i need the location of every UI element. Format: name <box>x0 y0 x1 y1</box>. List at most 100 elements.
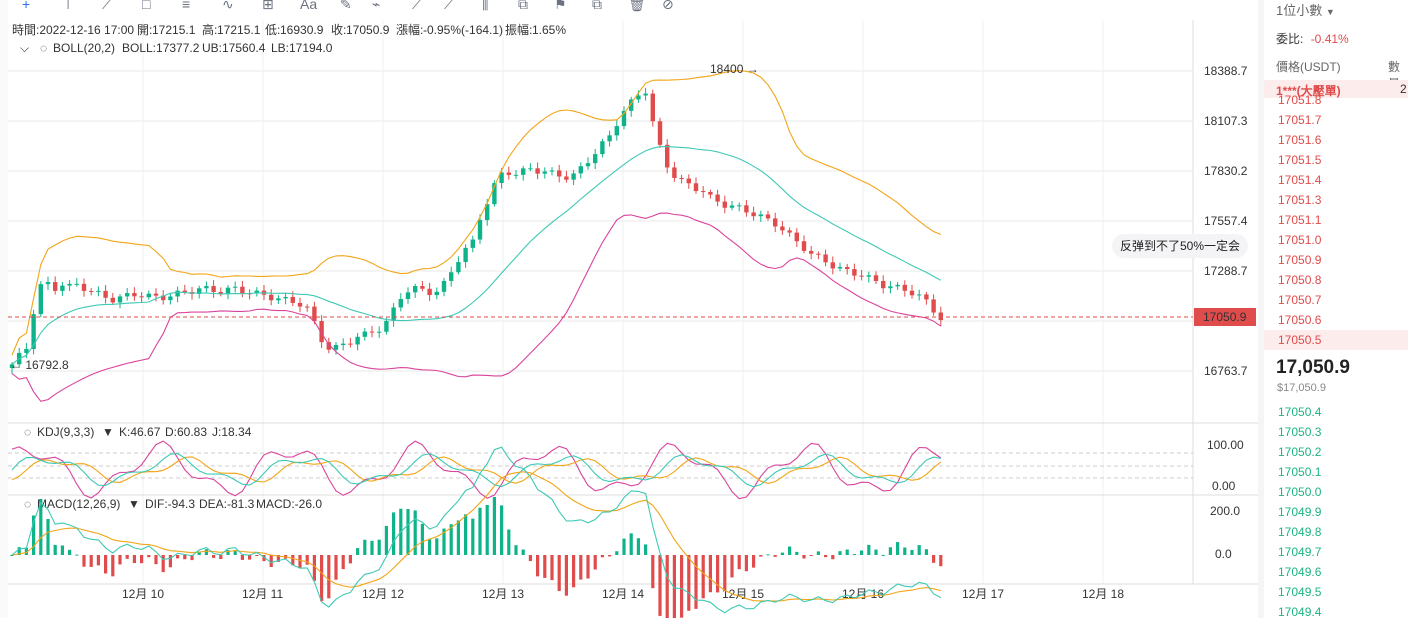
candle-body <box>895 284 900 287</box>
macd-bar <box>312 555 316 581</box>
magnet-icon[interactable]: ⊘ <box>662 0 674 12</box>
ask-price[interactable]: 17051.4 <box>1278 173 1322 187</box>
price-tick: 18107.3 <box>1204 114 1248 128</box>
trash-icon[interactable]: 🗑 <box>628 0 646 12</box>
path-icon[interactable]: ⟋ <box>444 0 454 12</box>
brush-icon[interactable]: ✎ <box>340 0 352 12</box>
macd-bar <box>723 555 727 591</box>
bid-price[interactable]: 17050.3 <box>1278 425 1322 439</box>
candle-body <box>816 253 821 255</box>
candle-body <box>132 293 137 297</box>
macd-bar <box>917 545 921 555</box>
ask-price[interactable]: 17051.6 <box>1278 133 1322 147</box>
ask-price[interactable]: 17050.7 <box>1278 293 1322 307</box>
macd-value: MACD:-26.0 <box>256 497 322 511</box>
macd-bar <box>60 545 64 555</box>
macd-bar <box>320 555 324 602</box>
macd-bar <box>608 555 612 557</box>
bars-icon[interactable]: ⫼ <box>482 0 489 12</box>
macd-bar <box>334 555 338 580</box>
ratio-value: -0.41% <box>1310 32 1349 46</box>
crosshair-icon[interactable]: + <box>22 0 31 12</box>
ask-price[interactable]: 17051.5 <box>1278 153 1322 167</box>
macd-bar <box>140 555 144 564</box>
candle-body <box>672 167 677 178</box>
horizontal-line-icon[interactable]: ⊤ <box>62 0 75 12</box>
macd-bar <box>298 555 302 568</box>
ask-price[interactable]: 17050.9 <box>1278 253 1322 267</box>
bid-price[interactable]: 17050.1 <box>1278 465 1322 479</box>
macd-bar <box>622 538 626 555</box>
bid-price[interactable]: 17049.5 <box>1278 585 1322 599</box>
frame-icon[interactable]: ⧉ <box>518 0 528 12</box>
kdj-d-line <box>11 456 942 484</box>
time-tick: 12月 13 <box>482 587 524 601</box>
bid-price[interactable]: 17049.4 <box>1278 605 1322 618</box>
macd-bar <box>672 555 676 618</box>
macd-bar <box>53 544 57 555</box>
low-value: 16930.9 <box>280 23 324 37</box>
wave-icon[interactable]: ∿ <box>222 0 234 12</box>
candle-body <box>463 247 468 263</box>
kline-chart[interactable]: 時間:2022-12-16 17:00 開: 17215.1 高: 17215.1 低: 1… <box>0 0 1258 618</box>
annotation-tooltip: 反弹到不了50%一定会 <box>1112 234 1249 258</box>
candle-body <box>715 194 720 202</box>
candle-body <box>117 296 123 303</box>
candle-body <box>60 285 65 291</box>
fib-icon[interactable]: ⌁ <box>372 0 381 12</box>
candle-body <box>369 331 375 333</box>
boll-lower-line <box>11 212 942 402</box>
candle-body <box>499 172 504 184</box>
change-value: -0.95%(-164.1) <box>423 23 503 37</box>
parallel-lines-icon[interactable]: ≡ <box>182 0 191 12</box>
layers-icon[interactable]: ⧉ <box>592 0 602 12</box>
macd-bar <box>291 555 295 566</box>
ask-price[interactable]: 17051.3 <box>1278 193 1322 207</box>
bid-price[interactable]: 17050.4 <box>1278 405 1322 419</box>
macd-bar <box>464 514 468 555</box>
macd-bar <box>939 555 943 567</box>
candle-body <box>326 342 331 350</box>
bid-price[interactable]: 17049.7 <box>1278 545 1322 559</box>
flag-icon[interactable]: ⚑ <box>554 0 567 12</box>
macd-bar <box>788 546 792 555</box>
candle-body <box>24 348 29 353</box>
precision-select[interactable]: 1位小數 ▼ <box>1276 0 1335 19</box>
candle-body <box>89 290 94 292</box>
macd-bar <box>600 555 604 558</box>
macd-bar <box>687 555 691 611</box>
macd-bar <box>910 549 914 555</box>
candle-body <box>53 282 58 291</box>
ask-price[interactable]: 17051.7 <box>1278 113 1322 127</box>
macd-bar <box>276 555 280 562</box>
rectangle-icon[interactable]: □ <box>142 0 151 12</box>
bid-price[interactable]: 17049.6 <box>1278 565 1322 579</box>
candle-body <box>341 343 346 346</box>
bid-price[interactable]: 17050.0 <box>1278 485 1322 499</box>
macd-name: MACD(12,26,9) <box>37 497 120 511</box>
ask-price[interactable]: 17050.6 <box>1278 313 1322 327</box>
chevron-down-icon: ▼ <box>1325 7 1335 17</box>
panel-divider[interactable] <box>1258 0 1264 618</box>
text-icon[interactable]: Aa <box>300 0 318 12</box>
ruler-icon[interactable]: ⟋ <box>412 0 422 12</box>
macd-bar <box>24 547 28 555</box>
bid-price[interactable]: 17049.9 <box>1278 505 1322 519</box>
ask-price[interactable]: 17051.0 <box>1278 233 1322 247</box>
collapse-icon: ⌵ <box>20 41 29 55</box>
ask-price[interactable]: 17051.1 <box>1278 213 1322 227</box>
ask-price[interactable]: 17050.5 <box>1264 330 1408 350</box>
macd-bar <box>183 555 187 560</box>
bid-price[interactable]: 17050.2 <box>1278 445 1322 459</box>
measure-icon[interactable]: ⊞ <box>262 0 274 12</box>
candle-body <box>679 177 684 179</box>
trend-line-icon[interactable]: ⟋ <box>102 0 112 12</box>
ask-price[interactable]: 17050.8 <box>1278 273 1322 287</box>
big-order-row[interactable]: 1***(大壓單) 2 <box>1264 80 1408 98</box>
precision-value: 1位小數 <box>1276 3 1323 18</box>
candle-body <box>830 262 835 269</box>
macd-bar <box>161 555 165 573</box>
bid-price[interactable]: 17049.8 <box>1278 525 1322 539</box>
ask-price[interactable]: 17051.8 <box>1278 93 1322 107</box>
time-tick: 12月 18 <box>1082 587 1124 601</box>
